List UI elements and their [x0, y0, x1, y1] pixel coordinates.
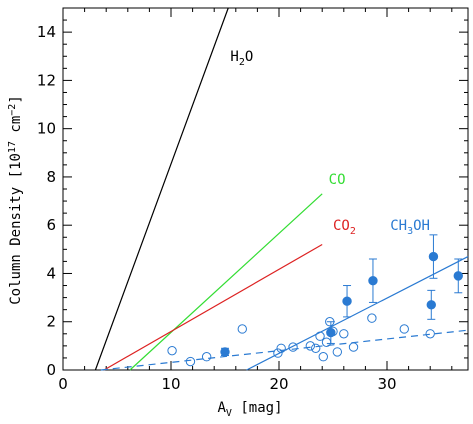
upper-limit-point	[305, 341, 316, 351]
y-tick-label: 6	[46, 216, 56, 234]
x-tick-label: 30	[377, 375, 396, 393]
detection-point	[368, 276, 378, 286]
upper-limit-point	[237, 324, 247, 334]
fit-lines	[94, 7, 469, 371]
y-tick-label: 8	[46, 168, 56, 186]
axes: 0 10 20 30 0 2 4 6 8 10 12 14	[37, 7, 469, 393]
line-h2o	[94, 7, 229, 371]
line-co	[129, 193, 323, 371]
data-points	[167, 234, 463, 367]
label-h2o: H2O	[230, 49, 253, 68]
detection-point	[342, 296, 352, 306]
y-tick-label: 2	[46, 313, 56, 331]
detection-point	[220, 347, 230, 357]
y-tick-label: 0	[46, 361, 56, 379]
upper-limit-point	[339, 329, 349, 339]
upper-limit-point	[321, 337, 332, 347]
y-axis-title: Column Density [1017 cm−2]	[7, 95, 24, 305]
upper-limit-point	[399, 324, 409, 334]
upper-limit-point	[318, 352, 328, 362]
y-tick-label: 14	[37, 23, 56, 41]
label-co2: CO2	[333, 218, 356, 237]
y-tick-label: 12	[37, 71, 56, 89]
detection-point	[428, 251, 439, 262]
x-tick-label: 10	[161, 375, 180, 393]
detection-point	[326, 327, 336, 338]
x-tick-label: 0	[58, 375, 68, 393]
upper-limit-point	[348, 342, 359, 352]
plot-frame	[62, 7, 469, 371]
detection-point	[453, 271, 463, 281]
x-axis-title: AV [mag]	[217, 400, 282, 419]
upper-limit-point	[315, 331, 325, 341]
label-co: CO	[329, 172, 346, 188]
annotations: H2O CO CO2 CH3OH	[230, 49, 430, 237]
upper-limit-point	[332, 347, 343, 357]
y-tick-label: 4	[46, 264, 56, 282]
upper-limit-point	[273, 348, 283, 358]
x-tick-label: 20	[269, 375, 288, 393]
upper-limit-point	[288, 342, 298, 352]
upper-limit-point	[276, 343, 286, 353]
line-ch3oh-fit	[246, 256, 469, 371]
line-co2	[103, 243, 323, 371]
detection-point	[426, 300, 436, 310]
upper-limit-point	[167, 345, 177, 356]
line-ch3oh-upper	[100, 329, 469, 371]
y-tick-label: 10	[37, 120, 56, 138]
upper-limit-point	[425, 329, 435, 339]
upper-limit-point	[311, 343, 321, 353]
upper-limit-point	[367, 313, 377, 323]
upper-limit-point	[185, 356, 196, 367]
upper-limit-point	[201, 352, 212, 362]
label-ch3oh: CH3OH	[390, 218, 430, 237]
